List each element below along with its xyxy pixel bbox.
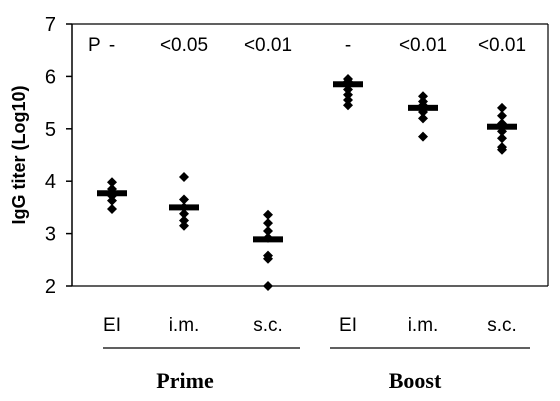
mean-bar (253, 236, 283, 243)
category-label: i.m. (169, 315, 200, 336)
y-tick-label: 7 (45, 14, 56, 36)
mean-bar (97, 190, 127, 197)
y-axis-label: IgG titer (Log10) (9, 85, 29, 224)
data-point (179, 215, 189, 226)
mean-bar (333, 81, 363, 88)
p-value-label: <0.05 (160, 35, 208, 56)
y-tick-label: 3 (45, 224, 56, 246)
p-value-label: <0.01 (478, 35, 526, 56)
group-label-prime: Prime (156, 368, 214, 393)
y-tick-label: 6 (45, 66, 56, 88)
data-point (418, 131, 428, 142)
data-point (497, 144, 507, 155)
y-tick-label: 2 (45, 276, 56, 298)
data-point (179, 208, 189, 219)
category-label: EI (103, 315, 121, 336)
mean-bar (408, 104, 438, 111)
data-point (179, 172, 189, 183)
data-point (263, 225, 273, 236)
data-point (263, 209, 273, 220)
p-label: P (88, 35, 101, 56)
data-point (107, 177, 117, 188)
category-label: s.c. (487, 315, 517, 336)
data-point (263, 281, 273, 291)
data-point (497, 110, 507, 121)
data-point (107, 195, 117, 206)
mean-bar (169, 204, 199, 211)
data-point (497, 102, 507, 113)
p-value-label: - (345, 35, 351, 56)
data-point (263, 218, 273, 229)
data-point (179, 194, 189, 205)
data-point (343, 100, 353, 111)
data-point (418, 113, 428, 124)
category-label: s.c. (253, 315, 283, 336)
p-value-label: <0.01 (399, 35, 447, 56)
data-point (179, 220, 189, 231)
data-point (107, 203, 117, 214)
data-point (263, 253, 273, 264)
mean-bar (487, 123, 517, 130)
y-tick-label: 5 (45, 119, 56, 141)
data-point (343, 89, 353, 100)
p-value-label: - (109, 35, 115, 56)
y-tick-label: 4 (45, 171, 56, 193)
category-label: i.m. (408, 315, 439, 336)
data-point (418, 91, 428, 102)
data-point (343, 94, 353, 105)
category-label: EI (339, 315, 357, 336)
p-value-label: <0.01 (244, 35, 292, 56)
group-label-boost: Boost (389, 368, 442, 393)
data-point (497, 133, 507, 144)
